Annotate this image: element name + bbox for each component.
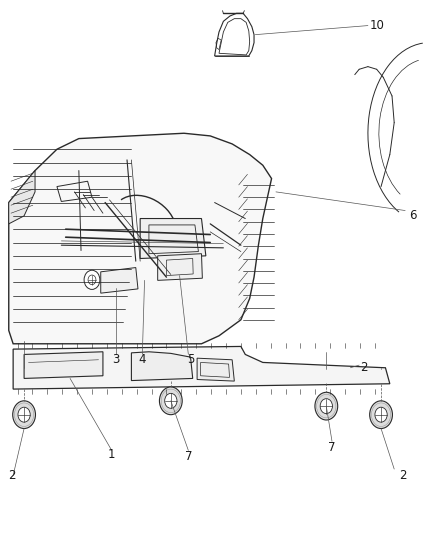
Text: 7: 7 [328,441,336,454]
Text: 4: 4 [138,353,146,366]
Circle shape [320,399,332,414]
Polygon shape [158,254,202,280]
Circle shape [13,401,35,429]
Text: 2: 2 [399,469,407,482]
Circle shape [370,401,392,429]
Text: 2: 2 [8,469,16,482]
Polygon shape [9,133,272,344]
Polygon shape [9,171,35,224]
Text: 1: 1 [108,448,116,461]
Text: 7: 7 [184,450,192,463]
Text: 10: 10 [370,19,385,32]
Polygon shape [197,358,234,381]
Polygon shape [13,346,390,389]
Polygon shape [131,352,193,381]
Circle shape [18,407,30,422]
Text: 5: 5 [187,353,194,366]
Text: 3: 3 [113,353,120,366]
Circle shape [159,387,182,415]
Polygon shape [140,219,206,259]
Text: 2: 2 [360,361,367,374]
Text: 6: 6 [410,209,417,222]
Circle shape [165,393,177,408]
Polygon shape [101,268,138,293]
Circle shape [84,270,100,289]
Circle shape [315,392,338,420]
Polygon shape [24,352,103,378]
Circle shape [375,407,387,422]
